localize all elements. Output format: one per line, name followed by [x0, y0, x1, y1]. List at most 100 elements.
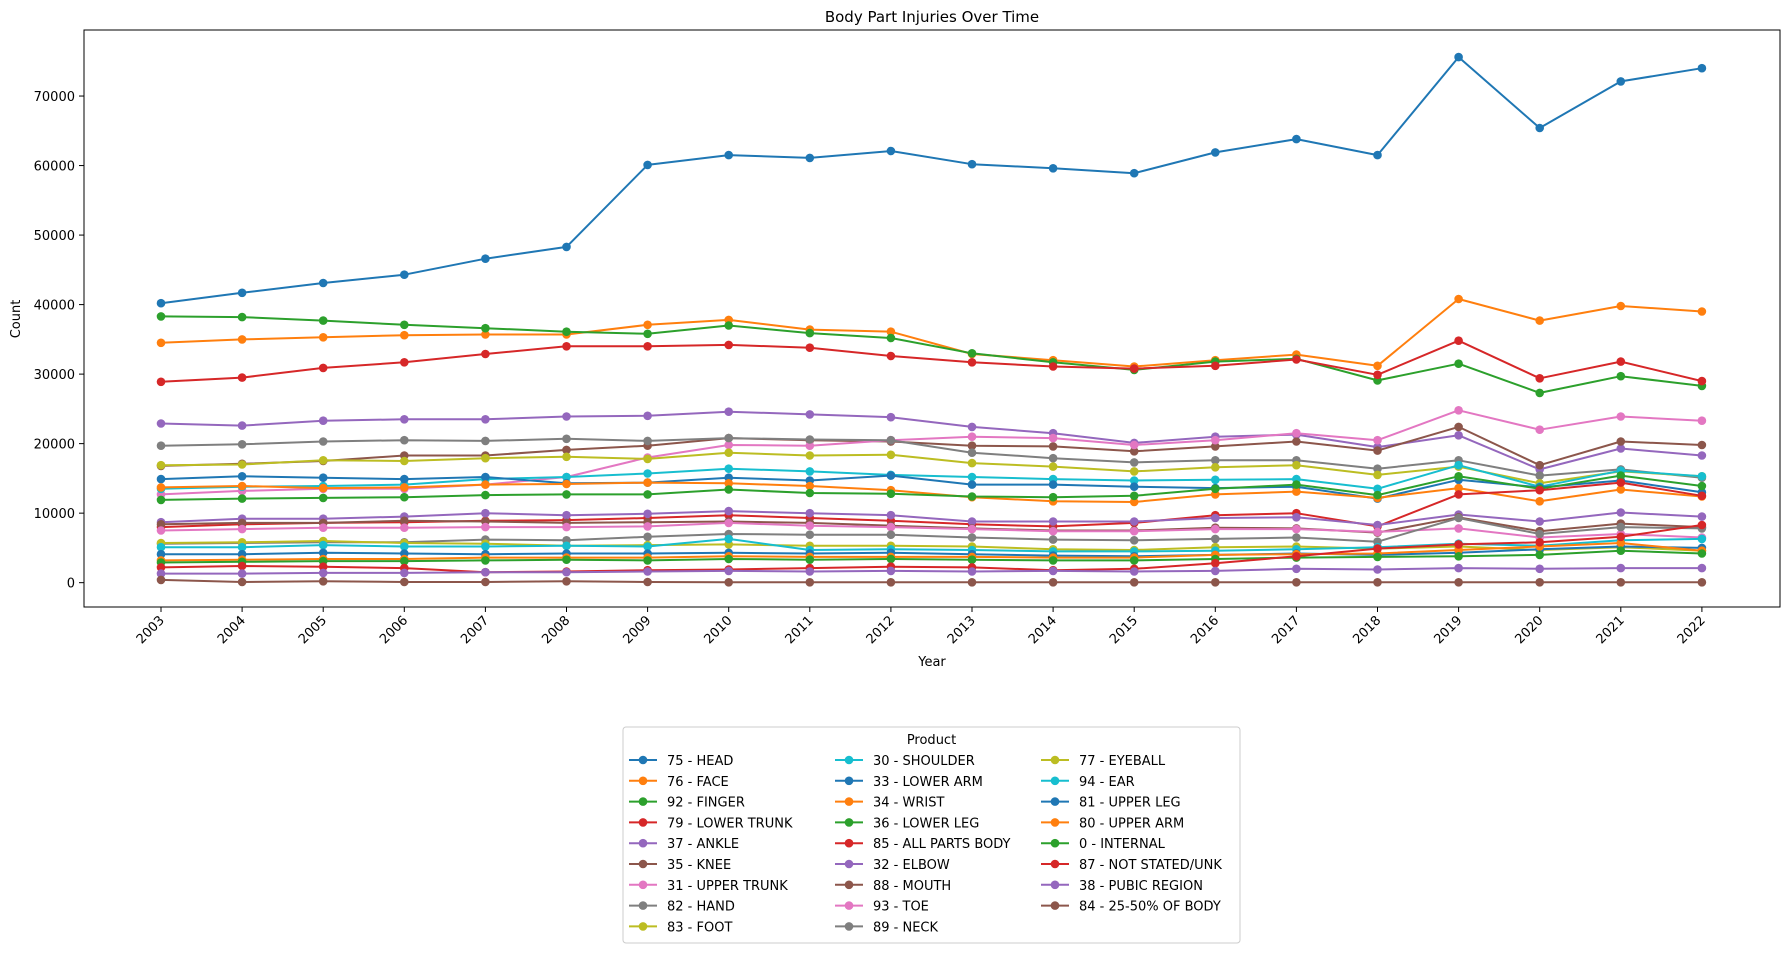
legend-swatch-marker	[638, 901, 648, 910]
data-point	[156, 563, 166, 572]
data-point	[1048, 433, 1058, 443]
data-point	[724, 534, 733, 544]
legend-swatch-marker	[638, 797, 648, 806]
data-point	[1048, 526, 1058, 536]
legend-label: 75 - HEAD	[667, 754, 733, 769]
data-point	[1211, 534, 1220, 544]
legend-item: 94 - EAR	[1041, 775, 1135, 790]
data-point	[1454, 422, 1463, 432]
data-point	[1048, 556, 1058, 565]
data-point	[400, 577, 409, 587]
data-point	[1292, 460, 1301, 470]
data-point	[1454, 578, 1463, 587]
data-point	[643, 567, 652, 576]
series-line	[160, 474, 1703, 500]
legend-label: 37 - ANKLE	[667, 837, 739, 852]
data-point	[643, 436, 652, 446]
legend-label: 85 - ALL PARTS BODY	[873, 837, 1011, 852]
legend-swatch-marker	[638, 755, 648, 765]
legend-label: 38 - PUBIC REGION	[1079, 879, 1203, 894]
legend-label: 92 - FINGER	[667, 796, 745, 811]
legend-label: 30 - SHOULDER	[873, 754, 975, 769]
data-point	[1535, 425, 1544, 435]
data-point	[156, 441, 166, 451]
legend-swatch-marker	[844, 922, 854, 931]
data-point	[481, 436, 490, 446]
series-line	[160, 339, 1703, 383]
y-tick-label: 10000	[34, 507, 75, 522]
legend: Product 75 - HEAD 76 - FACE 92 - FINGER 79 -…	[622, 726, 1241, 944]
data-point	[643, 532, 652, 542]
data-point	[237, 373, 247, 382]
data-point	[643, 342, 652, 351]
data-point	[886, 530, 896, 539]
legend-item: 85 - ALL PARTS BODY	[835, 837, 1011, 852]
data-point	[805, 328, 815, 338]
data-point	[886, 327, 896, 337]
data-point	[1373, 578, 1382, 587]
data-point	[562, 445, 571, 455]
data-point	[156, 419, 166, 428]
data-point	[724, 506, 733, 516]
data-point	[1454, 460, 1463, 470]
data-point	[967, 524, 977, 534]
legend-label: 34 - WRIST	[873, 796, 944, 811]
data-point	[1292, 564, 1301, 574]
data-point	[481, 330, 490, 339]
data-point	[1292, 428, 1301, 438]
series-line	[160, 549, 1702, 564]
data-point	[237, 569, 247, 578]
plot-area: 0100002000030000400005000060000700002003…	[34, 29, 1781, 647]
data-point	[400, 556, 409, 566]
legend-swatch-marker	[844, 755, 854, 765]
data-point	[1048, 164, 1058, 173]
data-point	[1535, 388, 1544, 398]
data-point	[1535, 564, 1544, 574]
series-line	[160, 516, 1702, 534]
data-point	[1616, 485, 1626, 494]
series-line	[160, 517, 1702, 545]
data-point	[1292, 134, 1301, 144]
data-point	[562, 522, 571, 532]
data-point	[724, 433, 733, 443]
data-point	[400, 456, 409, 466]
data-point	[724, 464, 733, 474]
data-point	[318, 416, 328, 426]
data-point	[805, 578, 815, 587]
data-point	[1048, 442, 1058, 451]
data-point	[805, 410, 815, 419]
data-point	[1373, 464, 1382, 474]
data-point	[886, 578, 896, 587]
data-point	[156, 483, 166, 492]
data-point	[318, 523, 328, 532]
data-point	[967, 358, 977, 367]
y-tick-label: 20000	[34, 438, 75, 453]
data-point	[562, 510, 571, 520]
series-line	[160, 474, 1703, 501]
data-point	[1454, 563, 1463, 573]
series-line	[160, 410, 1702, 471]
data-point	[562, 412, 571, 421]
data-point	[481, 522, 490, 532]
data-point	[156, 526, 166, 535]
data-point	[1373, 470, 1382, 480]
data-point	[318, 316, 328, 325]
legend-item: 36 - LOWER LEG	[835, 816, 979, 831]
data-point	[1373, 490, 1382, 500]
data-point	[481, 542, 490, 551]
data-point	[318, 548, 328, 558]
data-point	[1616, 532, 1626, 542]
data-point	[1129, 458, 1139, 467]
data-point	[318, 456, 328, 465]
legend-label: 32 - ELBOW	[873, 858, 950, 873]
legend-label: 93 - TOE	[873, 900, 929, 915]
legend-swatch-marker	[638, 880, 648, 890]
data-point	[1697, 481, 1707, 491]
data-point	[805, 567, 815, 576]
series-line	[160, 464, 1702, 490]
data-point	[1211, 578, 1220, 587]
y-tick-label: 0	[67, 577, 75, 592]
data-point	[156, 298, 166, 308]
data-point	[237, 561, 247, 571]
